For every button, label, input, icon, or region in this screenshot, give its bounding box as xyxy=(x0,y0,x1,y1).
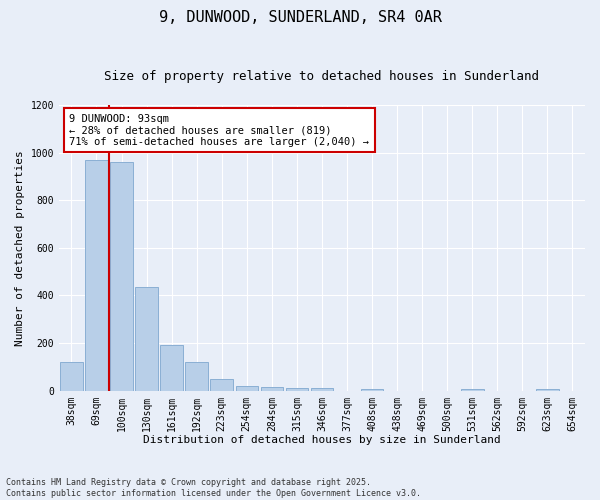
Bar xyxy=(236,386,258,390)
Bar xyxy=(536,389,559,390)
Text: 9 DUNWOOD: 93sqm
← 28% of detached houses are smaller (819)
71% of semi-detached: 9 DUNWOOD: 93sqm ← 28% of detached house… xyxy=(70,114,370,147)
Bar xyxy=(461,389,484,390)
Bar xyxy=(110,162,133,390)
Bar xyxy=(286,388,308,390)
X-axis label: Distribution of detached houses by size in Sunderland: Distribution of detached houses by size … xyxy=(143,435,501,445)
Bar xyxy=(136,287,158,391)
Bar xyxy=(85,160,108,390)
Bar xyxy=(185,362,208,390)
Y-axis label: Number of detached properties: Number of detached properties xyxy=(15,150,25,346)
Bar xyxy=(311,388,333,390)
Bar xyxy=(211,380,233,390)
Text: 9, DUNWOOD, SUNDERLAND, SR4 0AR: 9, DUNWOOD, SUNDERLAND, SR4 0AR xyxy=(158,10,442,25)
Bar xyxy=(361,389,383,390)
Title: Size of property relative to detached houses in Sunderland: Size of property relative to detached ho… xyxy=(104,70,539,83)
Bar xyxy=(160,346,183,391)
Bar xyxy=(60,362,83,390)
Bar xyxy=(260,387,283,390)
Text: Contains HM Land Registry data © Crown copyright and database right 2025.
Contai: Contains HM Land Registry data © Crown c… xyxy=(6,478,421,498)
